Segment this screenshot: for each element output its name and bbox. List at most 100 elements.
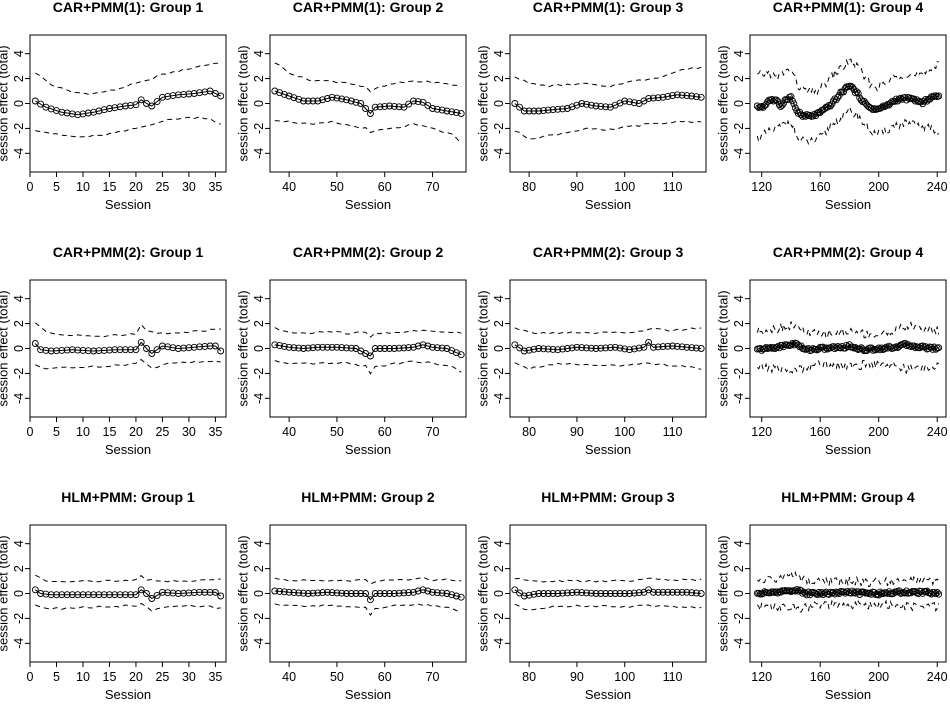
estimate-point [758,103,766,110]
estimate-point [148,595,156,602]
estimate-point [525,107,533,115]
x-tick-label: 160 [810,670,831,684]
estimate-point [90,591,98,599]
panel: HLM+PMM: Group 3 80 90 100 110 -4 -2 0 2 4 Session… [476,489,707,702]
x-tick-label: 35 [208,180,222,194]
estimate-point [116,591,124,599]
estimate-point [549,345,557,353]
y-axis-label: session effect (total) [0,290,11,406]
x-tick-label: 80 [522,425,536,439]
estimate-point [121,346,129,354]
estimate-line [35,90,221,116]
estimate-point [371,590,379,597]
estimate-point [390,590,398,597]
estimate-point [525,591,533,599]
estimate-point [217,92,225,100]
y-tick-label: -2 [12,368,26,379]
estimate-point [429,105,436,112]
panel-title: CAR+PMM(2): Group 2 [293,244,444,260]
estimate-point [597,102,605,110]
estimate-point [376,345,384,352]
x-tick-label: 50 [330,425,344,439]
estimate-point [621,590,629,597]
estimate-point [424,587,432,595]
estimate-point [347,590,355,597]
estimate-point [602,344,610,352]
estimate-point [602,590,610,597]
estimate-point [180,589,188,597]
estimate-point [158,342,166,350]
y-tick-label: 2 [252,320,266,327]
estimate-point [930,588,938,596]
estimate-point [211,342,219,350]
x-axis-label: Session [585,687,631,702]
x-tick-label: 90 [570,180,584,194]
estimate-point [169,92,177,100]
estimate-point [592,345,600,352]
y-tick-label: 0 [732,345,746,352]
estimate-point [201,342,209,350]
estimate-point [164,589,172,597]
estimate-point [697,590,705,597]
estimate-point [692,93,700,101]
estimate-point [853,88,861,96]
estimate-point [357,590,365,597]
estimate-point [174,345,182,352]
estimate-point [592,102,600,110]
estimate-point [659,93,667,101]
estimate-point [645,95,653,102]
y-axis-label: session effect (total) [236,45,251,161]
estimate-point [314,97,322,105]
y-tick-label: 4 [252,50,266,57]
panel: HLM+PMM: Group 4 120 160 200 240 -4 -2 0 2 4 Sessi… [716,489,948,702]
y-tick-label: 2 [492,75,506,82]
estimate-point [910,342,918,350]
y-tick-label: -2 [732,368,746,379]
plot-frame [269,34,467,173]
estimate-point [649,588,657,596]
estimate-point [137,338,145,346]
lower-bound-line [756,359,939,375]
estimate-point [58,108,66,116]
estimate-point [563,589,571,597]
estimate-point [309,97,317,105]
panel-title: CAR+PMM(1): Group 3 [533,0,684,15]
lower-bound-line [35,602,221,612]
panel-title: CAR+PMM(2): Group 1 [53,244,204,260]
estimate-point [386,345,393,352]
estimate-point [352,590,360,597]
x-tick-label: 25 [155,670,169,684]
estimate-point [790,100,798,108]
panel: HLM+PMM: Group 1 0 5 10 15 20 25 30 35 -4 -2 0 2 4 Ses… [0,489,227,702]
estimate-point [568,344,576,352]
x-tick-label: 100 [614,180,635,194]
x-tick-label: 200 [868,180,889,194]
x-tick-label: 70 [426,180,440,194]
y-tick-label: 0 [12,590,26,597]
estimate-line [514,341,702,352]
upper-bound-line [514,327,702,335]
estimate-point [626,98,633,106]
estimate-point [333,343,341,351]
estimate-point [371,345,379,352]
estimate-point [366,110,374,117]
estimate-point [578,344,586,352]
estimate-point [583,100,590,108]
estimate-point [568,589,576,597]
x-tick-label: 240 [927,670,948,684]
estimate-point [516,589,524,597]
estimate-line [274,589,462,601]
estimate-point [366,596,374,604]
x-tick-label: 40 [282,425,296,439]
y-tick-label: -2 [252,368,266,379]
estimate-point [635,344,643,352]
lower-bound-line [35,116,221,138]
estimate-point [386,102,393,110]
estimate-point [84,591,92,599]
estimate-point [121,102,129,110]
x-tick-label: 5 [53,670,60,684]
estimate-point [683,343,691,351]
estimate-point [42,590,50,598]
estimate-point [276,89,284,97]
